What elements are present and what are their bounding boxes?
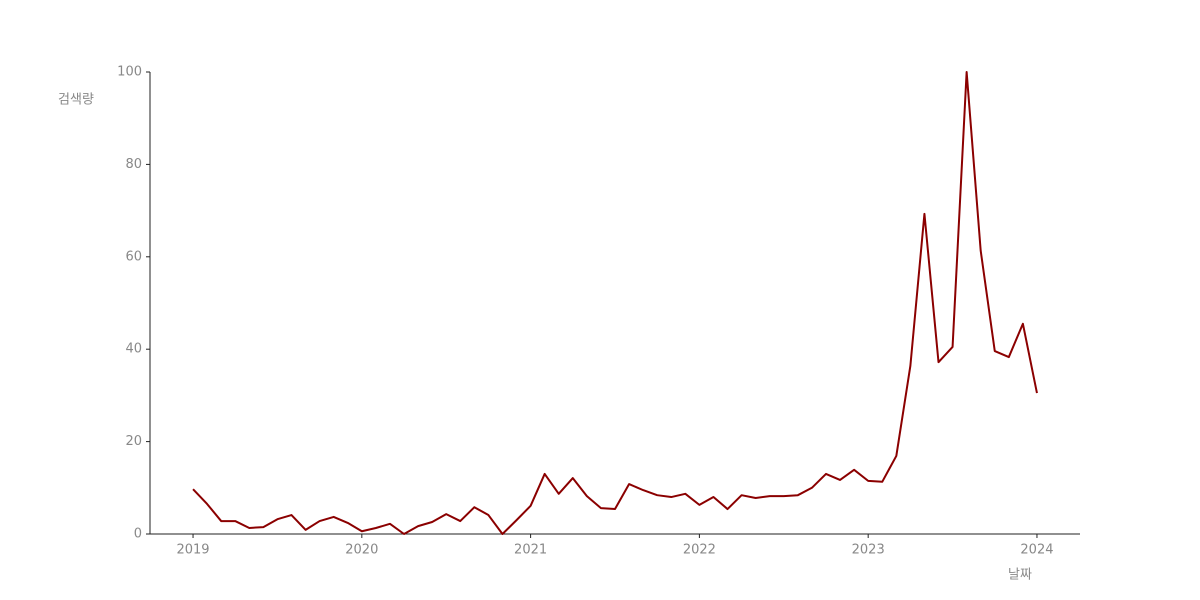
y-tick-label: 40 — [125, 342, 142, 357]
y-tick-label: 20 — [125, 434, 142, 449]
x-tick-label: 2024 — [1020, 543, 1053, 558]
x-tick-label: 2021 — [514, 543, 547, 558]
y-axis-label: 검색량 — [58, 93, 94, 108]
x-tick-label: 2022 — [683, 543, 716, 558]
x-tick-label: 2020 — [345, 543, 378, 558]
y-tick-label: 80 — [125, 157, 142, 172]
line-series — [192, 71, 1038, 535]
y-tick-label: 100 — [117, 65, 142, 80]
y-tick-label: 60 — [125, 249, 142, 264]
x-axis-label: 날짜 — [1008, 568, 1032, 583]
x-tick-label: 2023 — [852, 543, 885, 558]
y-tick-label: 0 — [134, 527, 142, 542]
x-tick-label: 2019 — [176, 543, 209, 558]
